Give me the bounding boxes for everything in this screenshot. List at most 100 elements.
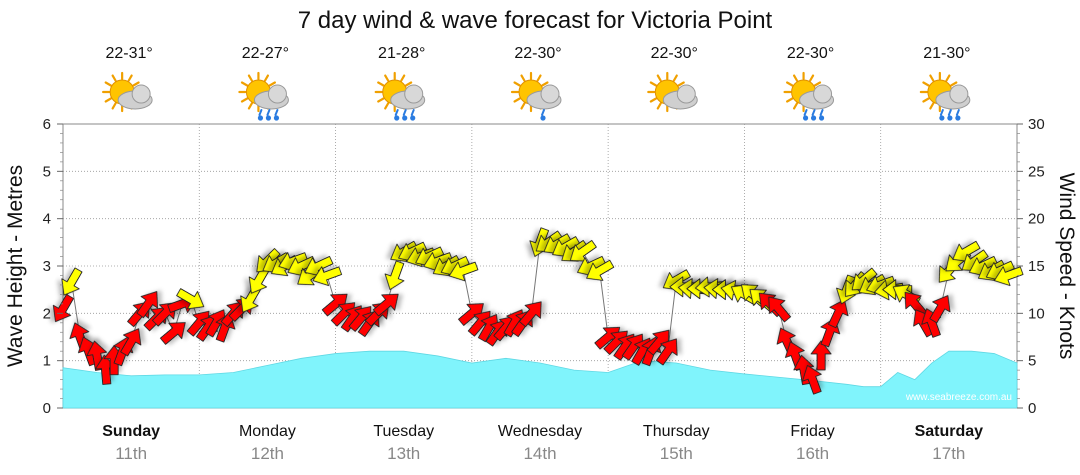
day-temperature: 22-30° bbox=[514, 45, 561, 62]
left-tick-label: 1 bbox=[43, 353, 51, 370]
day-temperature: 21-28° bbox=[378, 45, 425, 62]
cloud-puff bbox=[404, 84, 424, 104]
sun-ray bbox=[536, 74, 542, 82]
right-tick-label: 5 bbox=[1028, 353, 1036, 370]
sun-ray bbox=[677, 81, 685, 87]
rain-streak bbox=[811, 109, 816, 116]
wave-layer bbox=[62, 350, 1018, 409]
sun-ray bbox=[792, 74, 799, 82]
showers-icon bbox=[238, 71, 289, 121]
day-temperature: 22-31° bbox=[105, 45, 152, 62]
rain-drop bbox=[402, 115, 408, 121]
day-name: Sunday bbox=[102, 423, 160, 440]
sun-ray bbox=[247, 74, 254, 82]
sun-ray bbox=[377, 81, 385, 87]
day-name: Monday bbox=[239, 423, 296, 440]
rain-streak bbox=[939, 109, 944, 116]
left-tick-label: 2 bbox=[43, 305, 51, 322]
sun-ray bbox=[513, 81, 521, 87]
day-temperature: 22-30° bbox=[787, 45, 834, 62]
right-tick-label: 30 bbox=[1028, 116, 1045, 133]
left-tick-label: 6 bbox=[43, 116, 51, 133]
partly-cloudy-icon bbox=[102, 71, 153, 113]
watermark: www.seabreeze.com.au bbox=[905, 392, 1012, 403]
wind-arrow bbox=[448, 261, 479, 282]
wind-arrow bbox=[810, 340, 832, 371]
day-labels: Sunday 11th Monday 12th Tuesday 13th Wednesday… bbox=[102, 423, 983, 463]
wave-height-area bbox=[62, 350, 1018, 409]
day-name: Thursday bbox=[643, 423, 710, 440]
rain-streak bbox=[947, 109, 952, 116]
day-temperature: 22-27° bbox=[242, 45, 289, 62]
sun-ray bbox=[672, 74, 678, 82]
cloud-puff bbox=[267, 84, 287, 104]
rain-streak bbox=[955, 109, 960, 116]
left-tick-label: 0 bbox=[43, 400, 51, 417]
day-date: 12th bbox=[251, 444, 284, 463]
rain-drop bbox=[257, 115, 264, 121]
cloud-puff bbox=[131, 84, 151, 104]
cloud-puff bbox=[813, 84, 833, 104]
wind-arrow bbox=[384, 260, 405, 291]
rain-drop bbox=[939, 115, 945, 121]
sun-ray bbox=[384, 74, 390, 82]
rain-drop bbox=[540, 115, 546, 121]
rain-streak bbox=[803, 109, 808, 116]
wind-arrow bbox=[656, 338, 678, 366]
wind-arrow bbox=[61, 267, 83, 296]
right-tick-label: 15 bbox=[1028, 258, 1045, 275]
day-date: 17th bbox=[932, 444, 965, 463]
sun-ray bbox=[377, 97, 385, 103]
sun-ray bbox=[945, 74, 951, 82]
right-tick-label: 25 bbox=[1028, 163, 1045, 180]
rain-streak bbox=[541, 109, 545, 116]
left-tick-label: 3 bbox=[43, 258, 51, 275]
rain-drop bbox=[273, 115, 280, 121]
sun-ray bbox=[950, 81, 958, 87]
sun-ray bbox=[520, 102, 526, 110]
day-name: Saturday bbox=[915, 423, 984, 440]
rain-drop bbox=[810, 115, 817, 121]
day-name: Friday bbox=[790, 423, 834, 440]
right-tick-label: 0 bbox=[1028, 400, 1036, 417]
rain-drop bbox=[265, 115, 272, 121]
showers-icon bbox=[374, 71, 426, 121]
rain-streak bbox=[258, 109, 263, 116]
right-tick-label: 20 bbox=[1028, 211, 1045, 228]
light-shower-icon bbox=[510, 71, 562, 121]
wind-arrow bbox=[646, 329, 670, 356]
sun-ray bbox=[111, 102, 117, 110]
left-tick-label: 4 bbox=[43, 211, 51, 228]
wind-arrow bbox=[518, 301, 542, 328]
rain-streak bbox=[819, 109, 824, 116]
day-date: 15th bbox=[660, 444, 693, 463]
cloud-puff bbox=[949, 84, 969, 104]
right-axis: 0 5 10 15 20 25 30 bbox=[1017, 116, 1045, 417]
sun-ray bbox=[649, 97, 658, 103]
sun-ray bbox=[786, 81, 794, 87]
wind-arrow bbox=[52, 294, 74, 323]
sun-ray bbox=[922, 97, 930, 103]
rain-drop bbox=[818, 115, 825, 121]
sun-ray bbox=[404, 81, 413, 87]
day-name: Tuesday bbox=[373, 423, 434, 440]
sun-ray bbox=[384, 102, 390, 110]
cloud-puff bbox=[676, 84, 696, 104]
day-temperature: 21-30° bbox=[923, 45, 970, 62]
showers-icon bbox=[783, 71, 835, 121]
sun-ray bbox=[656, 74, 662, 82]
sun-ray bbox=[400, 74, 406, 82]
sun-ray bbox=[132, 81, 140, 87]
rain-drop bbox=[947, 115, 953, 121]
wind-arrow bbox=[159, 322, 186, 345]
sun-ray bbox=[656, 102, 662, 110]
rain-streak bbox=[402, 109, 407, 116]
partly-cloudy-icon bbox=[647, 71, 698, 113]
day-temperature: 22-30° bbox=[651, 45, 698, 62]
wind-arrow bbox=[321, 293, 348, 317]
wind-arrow bbox=[569, 240, 597, 262]
sun-ray bbox=[922, 81, 930, 87]
sun-ray bbox=[127, 74, 133, 82]
sun-ray bbox=[104, 97, 112, 103]
sun-ray bbox=[929, 74, 935, 82]
